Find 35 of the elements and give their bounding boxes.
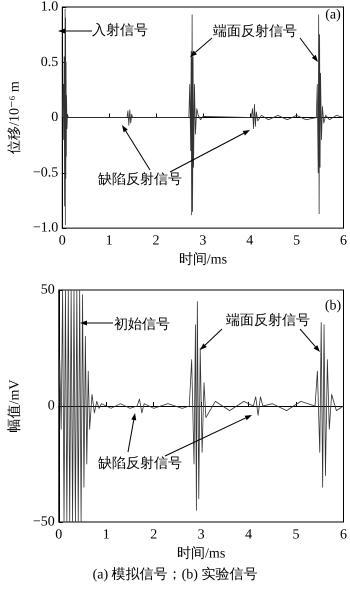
x-tick-label: 5 bbox=[292, 528, 300, 542]
y-tick-label: 1.0 bbox=[40, 0, 58, 14]
annotation: 端面反射信号 bbox=[226, 312, 310, 328]
annotation: (a) bbox=[325, 8, 342, 22]
x-tick-label: 5 bbox=[293, 234, 300, 249]
x-tick-label: 3 bbox=[198, 528, 205, 542]
y-tick-label: −0.5 bbox=[32, 165, 58, 180]
y-axis-title: 幅值/mV bbox=[6, 380, 22, 432]
line-series bbox=[62, 8, 344, 226]
y-tick-label: 50 bbox=[40, 282, 55, 298]
x-tick-label: 2 bbox=[150, 528, 158, 542]
x-tick-label: 4 bbox=[246, 234, 254, 249]
x-tick-label: 3 bbox=[199, 234, 206, 249]
y-tick-label: 0.5 bbox=[40, 54, 58, 70]
y-axis-title: 位移/10⁻⁶ m bbox=[6, 81, 22, 154]
annotation: 入射信号 bbox=[92, 22, 148, 38]
y-tick-label: −1.0 bbox=[32, 220, 58, 236]
annotation: (b) bbox=[324, 298, 342, 314]
x-axis-title: 时间/ms bbox=[177, 545, 226, 562]
y-tick-label: −50 bbox=[32, 514, 55, 530]
x-tick-label: 6 bbox=[340, 528, 347, 542]
annotation: 端面反射信号 bbox=[213, 24, 297, 40]
x-tick-label: 1 bbox=[106, 234, 113, 249]
annotation: 缺陷反射信号 bbox=[98, 172, 182, 188]
annotation: 初始信号 bbox=[114, 316, 170, 332]
x-tick-label: 4 bbox=[245, 528, 252, 542]
y-tick-label: 0 bbox=[48, 398, 55, 414]
line-series bbox=[58, 290, 344, 522]
y-tick-label: 0 bbox=[51, 110, 58, 126]
x-tick-label: 6 bbox=[340, 234, 347, 249]
text: (a) 模拟信号；(b) 实验信号 bbox=[92, 566, 258, 582]
x-tick-label: 2 bbox=[152, 234, 160, 249]
x-tick-label: 1 bbox=[102, 528, 110, 542]
annotation: 缺陷反射信号 bbox=[98, 456, 182, 472]
x-axis-title: 时间/ms bbox=[178, 252, 228, 268]
